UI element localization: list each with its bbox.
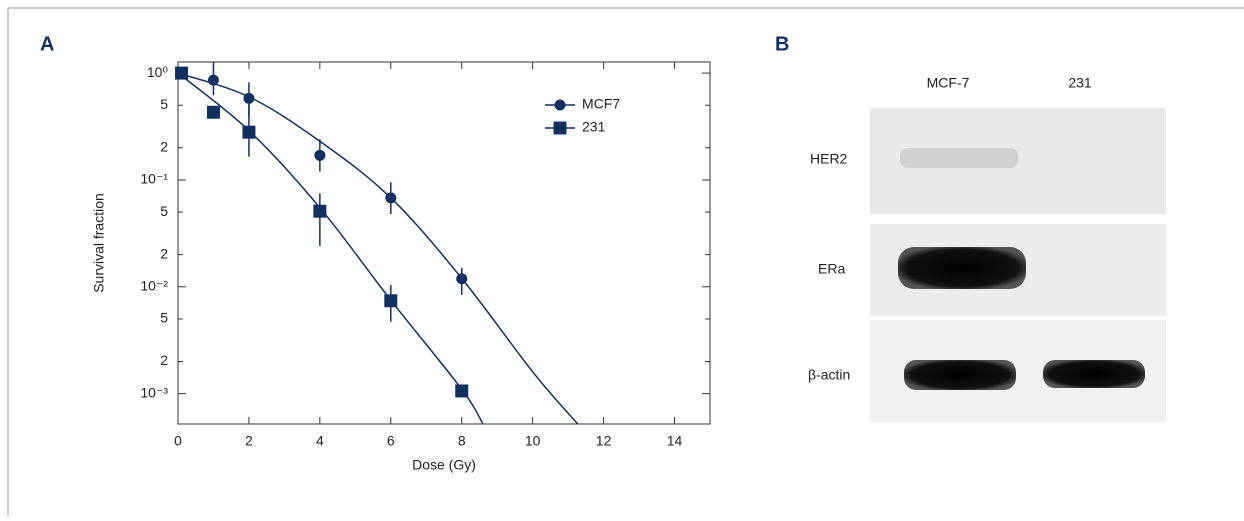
x-tick-label: 4 xyxy=(316,433,324,449)
y-axis-label: Survival fraction xyxy=(91,193,107,293)
blot: MCF-7 231 HER2 ERa β-actin xyxy=(808,75,1166,422)
y-tick-label: 5 xyxy=(160,310,168,326)
point xyxy=(456,273,467,284)
x-tick-label: 2 xyxy=(245,433,253,449)
band xyxy=(904,360,1016,390)
point xyxy=(384,294,397,307)
x-axis-label: Dose (Gy) xyxy=(412,457,476,473)
band xyxy=(898,247,1026,289)
x-tick-label: 12 xyxy=(596,433,612,449)
fit-curve xyxy=(178,73,578,424)
y-tick-label: 2 xyxy=(160,138,168,154)
point xyxy=(314,150,325,161)
y-tick-label: 5 xyxy=(160,96,168,112)
x-tick-label: 6 xyxy=(387,433,395,449)
page: A B Survival fraction Dose (Gy) MCF-7 23… xyxy=(0,0,1244,521)
point xyxy=(207,106,220,119)
y-tick-label: 2 xyxy=(160,352,168,368)
point xyxy=(455,384,468,397)
y-tick-label: 5 xyxy=(160,203,168,219)
point xyxy=(554,122,567,135)
legend-label: MCF7 xyxy=(582,96,620,112)
y-tick-label: 10⁻³ xyxy=(140,384,168,400)
point xyxy=(313,205,326,218)
y-tick-label: 10⁻² xyxy=(140,278,168,294)
row-label: ERa xyxy=(818,261,845,277)
point xyxy=(175,67,188,80)
legend-label: 231 xyxy=(582,119,606,135)
lane-label: 231 xyxy=(1068,75,1092,91)
x-tick-label: 10 xyxy=(525,433,541,449)
y-tick-label: 10⁰ xyxy=(147,64,169,80)
lane-label: MCF-7 xyxy=(927,75,970,91)
x-tick-label: 8 xyxy=(458,433,466,449)
row-label: β-actin xyxy=(808,367,850,383)
x-tick-label: 0 xyxy=(174,433,182,449)
band xyxy=(900,148,1018,168)
point xyxy=(555,100,566,111)
figure: A B Survival fraction Dose (Gy) MCF-7 23… xyxy=(0,0,1244,516)
point xyxy=(208,75,219,86)
panel-label: B xyxy=(775,33,789,55)
plot-frame xyxy=(178,62,710,424)
point xyxy=(385,192,396,203)
band xyxy=(1043,360,1145,388)
panel-label: A xyxy=(40,33,54,55)
y-tick-label: 2 xyxy=(160,245,168,261)
row-label: HER2 xyxy=(810,151,848,167)
y-tick-label: 10⁻¹ xyxy=(140,171,168,187)
x-tick-label: 14 xyxy=(667,433,683,449)
point xyxy=(242,126,255,139)
